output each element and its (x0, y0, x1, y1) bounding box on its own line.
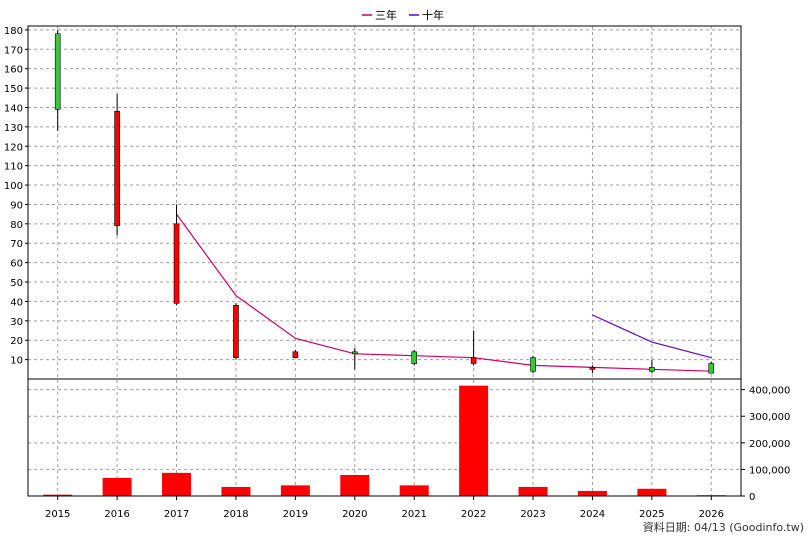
volume-bar (459, 385, 489, 496)
average-line-3y (176, 213, 712, 372)
volume-bar (340, 474, 370, 496)
candle-body (470, 357, 477, 364)
candle-body (292, 351, 299, 358)
x-tick-label: 2022 (461, 509, 486, 520)
volume-tick-label: 200,000 (749, 439, 790, 450)
grid (28, 26, 741, 496)
legend-label-10y: 十年 (422, 8, 444, 22)
volume-bar (637, 488, 667, 496)
volume-tick-label: 100,000 (749, 465, 790, 476)
candle-body (411, 351, 418, 364)
candle-body (589, 367, 596, 370)
x-tick-label: 2024 (580, 509, 605, 520)
price-tick-label: 100 (4, 181, 23, 192)
volume-bar (399, 485, 429, 496)
candle-body (54, 33, 61, 110)
candle-body (649, 367, 655, 372)
candle-body (233, 304, 239, 358)
price-tick-label: 110 (4, 162, 23, 173)
x-tick-label: 2016 (104, 509, 129, 520)
volume-tick-label: 300,000 (749, 412, 790, 423)
volume-bar (162, 472, 192, 496)
x-tick-label: 2019 (283, 509, 308, 520)
price-tick-label: 90 (10, 200, 23, 211)
volume-tick-label: 0 (749, 492, 755, 503)
price-tick-label: 140 (4, 103, 23, 114)
candle-body (530, 357, 536, 372)
price-tick-label: 160 (4, 65, 23, 76)
legend: 三年 十年 (362, 8, 444, 22)
volume-bar (577, 490, 607, 496)
price-tick-label: 30 (10, 317, 23, 328)
price-tick-label: 20 (10, 336, 23, 347)
volume-bar (102, 477, 132, 496)
price-tick-label: 50 (10, 278, 23, 289)
x-tick-label: 2015 (45, 509, 70, 520)
plot-frame (27, 25, 742, 497)
volume-bars (43, 385, 726, 497)
axes: 2015 2016 2017 2018 2019 2020 2021 2022 2023 2024… (4, 25, 790, 520)
volume-bar (43, 494, 73, 496)
volume-bar (280, 485, 310, 496)
price-tick-label: 10 (10, 356, 23, 367)
volume-bar (518, 486, 548, 496)
price-tick-label: 150 (4, 84, 23, 95)
x-tick-label: 2026 (699, 509, 724, 520)
average-line-10y (592, 314, 712, 359)
volume-tick-label: 400,000 (749, 386, 790, 397)
x-tick-label: 2021 (401, 509, 426, 520)
price-tick-label: 80 (10, 220, 23, 231)
candle-body (173, 223, 180, 304)
x-tick-label: 2023 (520, 509, 545, 520)
x-tick-label: 2020 (342, 509, 367, 520)
x-tick-label: 2018 (223, 509, 248, 520)
price-tick-label: 40 (10, 297, 23, 308)
candle-body (114, 111, 120, 227)
price-tick-label: 180 (4, 26, 23, 37)
average-lines (176, 213, 712, 372)
price-tick-label: 170 (4, 45, 23, 56)
candlesticks (54, 29, 715, 374)
legend-label-3y: 三年 (375, 8, 397, 22)
price-tick-label: 60 (10, 259, 23, 270)
x-tick-label: 2025 (639, 509, 664, 520)
data-date-footer: 資料日期: 04/13 (Goodinfo.tw) (643, 520, 804, 534)
price-tick-label: 120 (4, 142, 23, 153)
candle-body (708, 363, 715, 374)
volume-bar (221, 486, 251, 496)
price-tick-label: 70 (10, 239, 23, 250)
x-tick-label: 2017 (164, 509, 189, 520)
candle-body (351, 351, 358, 355)
price-tick-label: 130 (4, 123, 23, 134)
